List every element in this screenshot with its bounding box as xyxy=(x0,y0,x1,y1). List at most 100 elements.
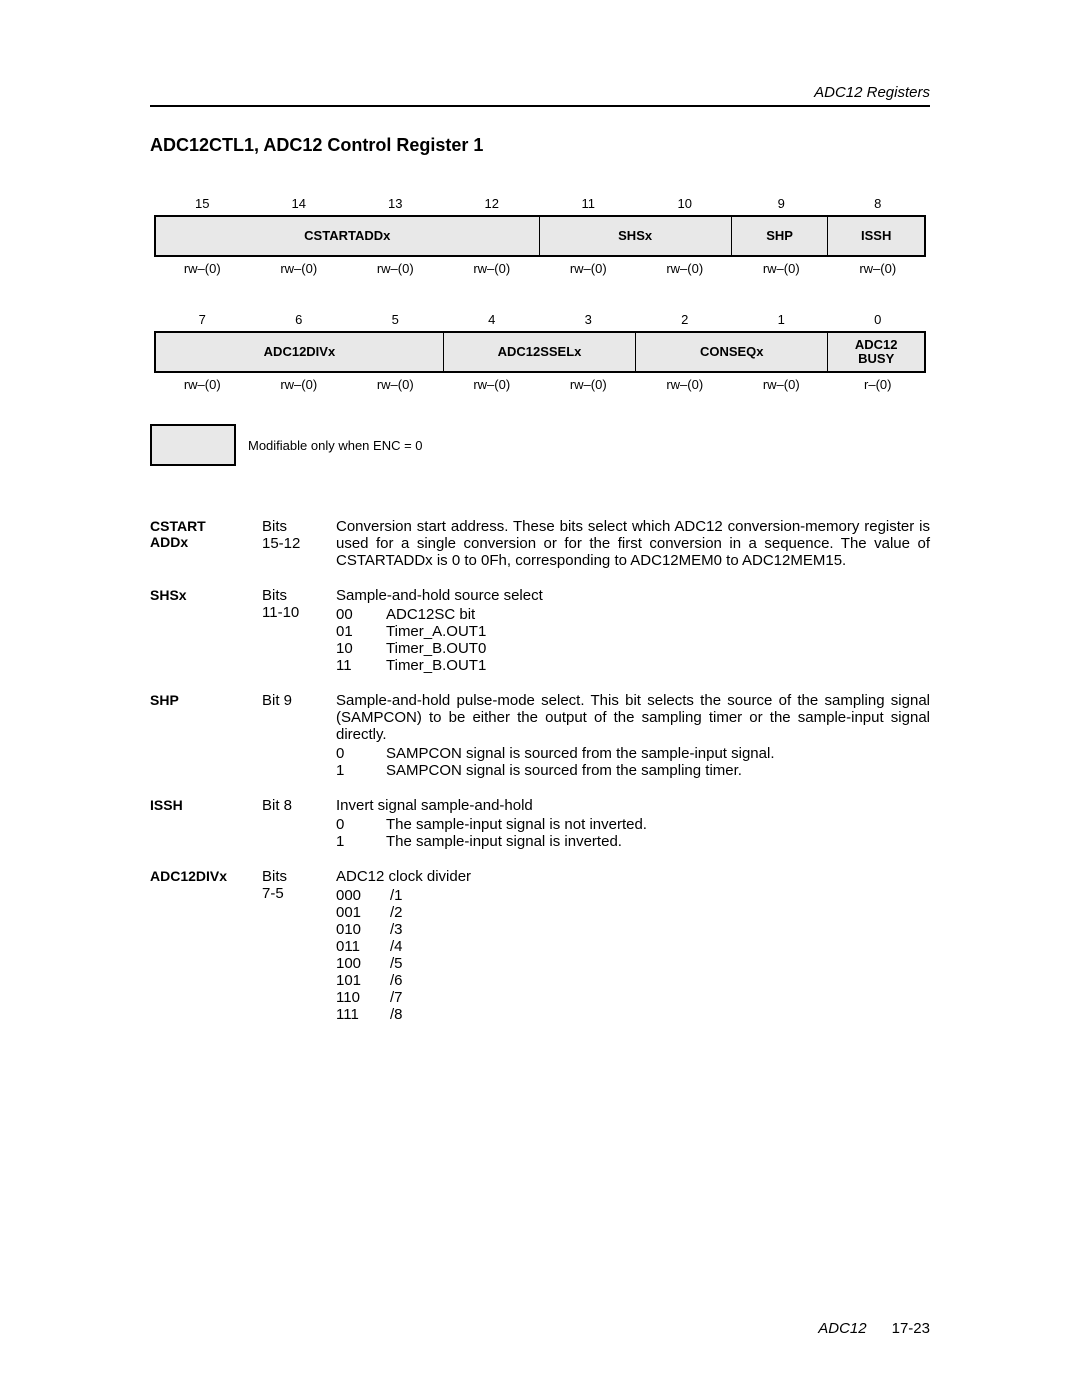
field-bits: Bit 8 xyxy=(262,797,336,850)
option-row: 10Timer_B.OUT0 xyxy=(336,640,930,657)
option-code: 10 xyxy=(336,640,386,657)
option-code: 11 xyxy=(336,657,386,674)
field-description: Conversion start address. These bits sel… xyxy=(336,518,930,569)
field-description: Sample-and-hold pulse-mode select. This … xyxy=(336,692,930,779)
rw-cell: rw–(0) xyxy=(733,257,830,280)
rw-cell: rw–(0) xyxy=(251,257,348,280)
option-row: 111/8 xyxy=(336,1006,930,1023)
page-content: ADC12 Registers ADC12CTL1, ADC12 Control… xyxy=(0,0,1080,1101)
field-bits: Bits 15-12 xyxy=(262,518,336,569)
bit-number: 9 xyxy=(733,192,830,215)
bit-number: 11 xyxy=(540,192,637,215)
option-code: 011 xyxy=(336,938,390,955)
option-row: 100/5 xyxy=(336,955,930,972)
field-name: SHSx xyxy=(150,587,262,674)
option-row: 11Timer_B.OUT1 xyxy=(336,657,930,674)
option-row: 01Timer_A.OUT1 xyxy=(336,623,930,640)
option-value: /3 xyxy=(390,921,930,938)
legend-label: Modifiable only when ENC = 0 xyxy=(248,438,423,453)
bit-number: 5 xyxy=(347,308,444,331)
option-value: SAMPCON signal is sourced from the sampl… xyxy=(386,762,930,779)
option-code: 001 xyxy=(336,904,390,921)
option-code: 0 xyxy=(336,816,386,833)
register-low-block: 76543210 ADC12DIVxADC12SSELxCONSEQxADC12… xyxy=(154,308,926,396)
field-name: SHP xyxy=(150,692,262,779)
field-cell: ADC12SSELx xyxy=(444,333,636,371)
option-value: Timer_A.OUT1 xyxy=(386,623,930,640)
bit-number: 10 xyxy=(637,192,734,215)
bit-number: 8 xyxy=(830,192,927,215)
description-table: CSTART ADDxBits 15-12Conversion start ad… xyxy=(150,518,930,1023)
option-row: 010/3 xyxy=(336,921,930,938)
option-code: 111 xyxy=(336,1006,390,1023)
field-name: ISSH xyxy=(150,797,262,850)
bit-number: 3 xyxy=(540,308,637,331)
description-row: SHPBit 9Sample-and-hold pulse-mode selec… xyxy=(150,692,930,779)
rw-row: rw–(0)rw–(0)rw–(0)rw–(0)rw–(0)rw–(0)rw–(… xyxy=(154,257,926,280)
header-rule xyxy=(150,105,930,107)
rw-cell: rw–(0) xyxy=(347,373,444,396)
field-description: Sample-and-hold source select00ADC12SC b… xyxy=(336,587,930,674)
rw-cell: rw–(0) xyxy=(830,257,927,280)
bit-number-row: 15141312111098 xyxy=(154,192,926,215)
bit-number: 0 xyxy=(830,308,927,331)
option-value: /2 xyxy=(390,904,930,921)
bit-number: 13 xyxy=(347,192,444,215)
option-code: 100 xyxy=(336,955,390,972)
option-row: 0The sample-input signal is not inverted… xyxy=(336,816,930,833)
rw-cell: rw–(0) xyxy=(637,257,734,280)
option-value: ADC12SC bit xyxy=(386,606,930,623)
option-code: 110 xyxy=(336,989,390,1006)
field-cell: SHP xyxy=(732,217,829,255)
field-cell: ADC12DIVx xyxy=(156,333,444,371)
rw-cell: rw–(0) xyxy=(637,373,734,396)
bit-number: 6 xyxy=(251,308,348,331)
option-row: 000/1 xyxy=(336,887,930,904)
option-value: The sample-input signal is not inverted. xyxy=(386,816,930,833)
rw-cell: rw–(0) xyxy=(733,373,830,396)
rw-cell: rw–(0) xyxy=(251,373,348,396)
option-value: /6 xyxy=(390,972,930,989)
option-row: 101/6 xyxy=(336,972,930,989)
description-row: CSTART ADDxBits 15-12Conversion start ad… xyxy=(150,518,930,569)
field-bits: Bits 7-5 xyxy=(262,868,336,1023)
rw-cell: rw–(0) xyxy=(444,373,541,396)
field-bits: Bits 11-10 xyxy=(262,587,336,674)
option-value: /5 xyxy=(390,955,930,972)
option-code: 0 xyxy=(336,745,386,762)
field-name: CSTART ADDx xyxy=(150,518,262,569)
option-code: 1 xyxy=(336,762,386,779)
option-row: 110/7 xyxy=(336,989,930,1006)
option-row: 001/2 xyxy=(336,904,930,921)
register-high-block: 15141312111098 CSTARTADDxSHSxSHPISSH rw–… xyxy=(154,192,926,280)
option-code: 1 xyxy=(336,833,386,850)
header-section: ADC12 Registers xyxy=(150,84,930,101)
rw-cell: rw–(0) xyxy=(540,373,637,396)
field-cell: ADC12 BUSY xyxy=(828,333,924,371)
option-value: The sample-input signal is inverted. xyxy=(386,833,930,850)
bit-number: 14 xyxy=(251,192,348,215)
field-cell: SHSx xyxy=(540,217,732,255)
rw-cell: rw–(0) xyxy=(540,257,637,280)
bit-number: 4 xyxy=(444,308,541,331)
option-row: 00ADC12SC bit xyxy=(336,606,930,623)
field-name: ADC12DIVx xyxy=(150,868,262,1023)
description-row: ADC12DIVxBits 7-5ADC12 clock divider000/… xyxy=(150,868,930,1023)
rw-cell: rw–(0) xyxy=(444,257,541,280)
page-footer: ADC12 17-23 xyxy=(818,1320,930,1337)
option-value: /4 xyxy=(390,938,930,955)
bit-number: 1 xyxy=(733,308,830,331)
option-row: 1SAMPCON signal is sourced from the samp… xyxy=(336,762,930,779)
option-code: 01 xyxy=(336,623,386,640)
option-row: 011/4 xyxy=(336,938,930,955)
rw-cell: rw–(0) xyxy=(347,257,444,280)
option-code: 101 xyxy=(336,972,390,989)
field-cell: CSTARTADDx xyxy=(156,217,540,255)
option-value: /1 xyxy=(390,887,930,904)
field-cell: ISSH xyxy=(828,217,924,255)
field-description: Invert signal sample-and-hold0The sample… xyxy=(336,797,930,850)
description-row: ISSHBit 8Invert signal sample-and-hold0T… xyxy=(150,797,930,850)
option-value: Timer_B.OUT0 xyxy=(386,640,930,657)
field-row: CSTARTADDxSHSxSHPISSH xyxy=(154,215,926,257)
footer-chapter: ADC12 xyxy=(818,1320,866,1337)
